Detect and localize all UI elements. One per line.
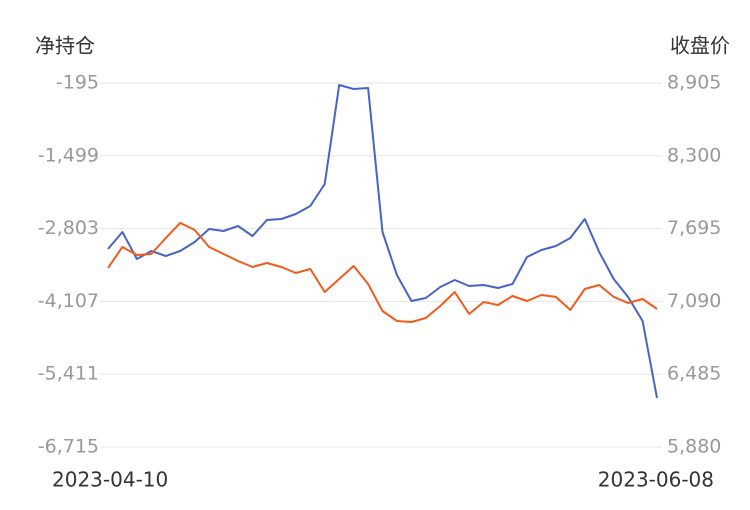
- y-tick-label: -6,715: [38, 436, 99, 458]
- y2-tick-label: 5,880: [667, 436, 721, 458]
- y2-tick-label: 6,485: [667, 363, 721, 385]
- line-series: [107, 221, 658, 323]
- x-tick-label: 2023-06-08: [598, 468, 714, 492]
- y2-tick-label: 7,695: [667, 217, 721, 239]
- y-tick-label: -5,411: [38, 363, 99, 385]
- y-axis-title: 净持仓: [35, 34, 95, 58]
- y-tick-label: -1,499: [38, 144, 99, 166]
- y-tick-label: -195: [56, 72, 99, 94]
- y2-tick-label: 7,090: [667, 290, 721, 312]
- y-tick-label: -2,803: [38, 217, 99, 239]
- y2-tick-label: 8,300: [667, 144, 721, 166]
- y-tick-label: -4,107: [38, 290, 99, 312]
- x-tick-label: 2023-04-10: [52, 468, 168, 492]
- line-series: [107, 84, 658, 399]
- y2-axis-title: 收盘价: [670, 34, 730, 58]
- y2-tick-label: 8,905: [667, 72, 721, 94]
